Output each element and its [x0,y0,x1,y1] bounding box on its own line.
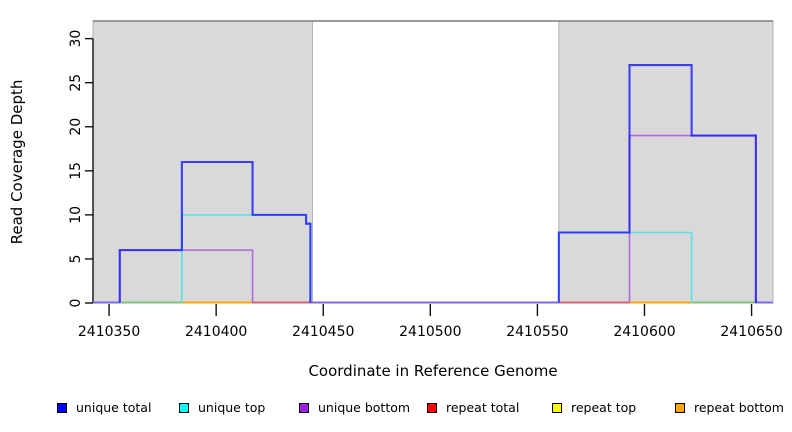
series-line-unique-total [118,160,312,303]
y-tick-label: 0 [68,299,84,308]
chart-legend: unique total unique top unique bottom repea… [0,400,792,418]
legend-label: unique top [198,400,266,415]
legend-item-unique-top: unique top [179,400,265,416]
legend-label: unique bottom [318,400,411,415]
y-axis-title: Read Coverage Depth [8,79,26,245]
y-tick-label: 10 [68,206,84,224]
legend-swatch-icon [552,403,562,413]
legend-swatch-icon [179,403,189,413]
y-tick-label: 5 [68,254,84,263]
y-tick-label: 30 [68,30,84,48]
series-line-unique-total [557,64,757,303]
x-tick-label: 2410350 [78,324,140,340]
legend-item-repeat-bottom: repeat bottom [675,400,784,416]
x-tick-label: 2410600 [613,324,675,340]
y-tick-label: 20 [68,118,84,136]
legend-swatch-icon [57,403,67,413]
legend-swatch-icon [675,403,685,413]
shaded-region [558,20,774,304]
x-tick-label: 2410500 [399,324,461,340]
legend-label: repeat total [446,400,520,415]
legend-label: repeat top [571,400,637,415]
legend-swatch-icon [299,403,309,413]
y-tick-label: 25 [68,74,84,92]
x-axis-title: Coordinate in Reference Genome [308,362,558,380]
legend-swatch-icon [427,403,437,413]
y-tick-label: 15 [68,162,84,180]
legend-label: repeat bottom [694,400,784,415]
x-tick-label: 2410400 [185,324,247,340]
x-tick-label: 2410650 [720,324,782,340]
legend-label: unique total [76,400,152,415]
legend-item-unique-bottom: unique bottom [299,400,410,416]
legend-item-unique-total: unique total [57,400,151,416]
legend-item-repeat-top: repeat top [552,400,636,416]
x-tick-label: 2410450 [292,324,354,340]
x-tick-label: 2410550 [506,324,568,340]
legend-item-repeat-total: repeat total [427,400,519,416]
